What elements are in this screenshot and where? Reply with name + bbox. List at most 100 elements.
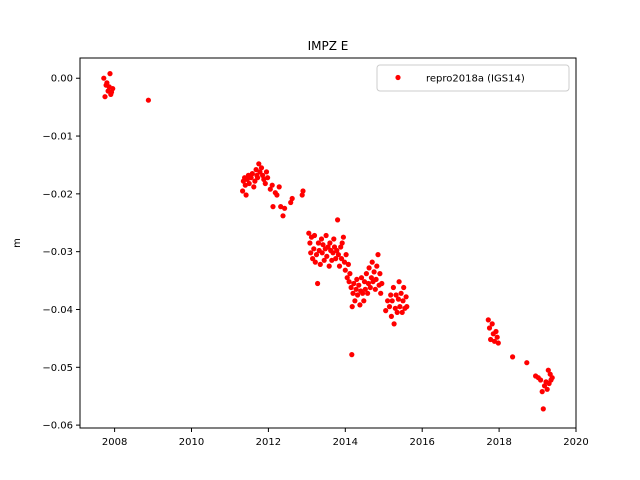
data-point	[320, 242, 326, 248]
data-point	[267, 186, 273, 192]
x-tick-label: 2016	[409, 437, 434, 448]
data-point	[282, 205, 288, 211]
data-point	[336, 263, 343, 269]
legend: repro2018a (IGS14)	[376, 64, 570, 92]
data-point	[104, 80, 110, 86]
data-point	[307, 240, 313, 246]
data-point	[495, 340, 501, 346]
data-point	[335, 252, 341, 258]
data-point	[393, 292, 399, 298]
chart-title: IMPZ E	[308, 39, 349, 53]
data-point	[256, 161, 262, 167]
data-point	[394, 309, 400, 315]
data-point	[315, 280, 321, 287]
data-point	[541, 383, 548, 389]
data-point	[280, 213, 286, 219]
data-point	[249, 171, 255, 177]
data-point	[488, 336, 494, 343]
plot-frame	[79, 57, 577, 429]
data-point	[246, 180, 252, 187]
data-point	[269, 182, 275, 188]
data-point	[315, 240, 321, 246]
data-point	[369, 259, 375, 265]
data-point	[365, 290, 371, 296]
data-point	[363, 271, 369, 277]
data-point	[344, 275, 350, 281]
data-point	[330, 250, 336, 256]
data-point	[365, 280, 371, 287]
data-point	[110, 86, 116, 92]
data-point	[323, 232, 329, 239]
data-point	[391, 321, 397, 327]
data-point	[372, 286, 378, 292]
data-point	[251, 184, 257, 190]
data-point	[327, 240, 333, 246]
data-point	[329, 257, 335, 263]
data-point	[270, 204, 276, 210]
data-point	[345, 261, 351, 267]
data-point	[347, 271, 353, 277]
data-point	[348, 284, 354, 291]
data-point	[494, 334, 500, 340]
data-point	[368, 275, 374, 281]
data-point	[352, 298, 358, 304]
data-point	[509, 354, 516, 360]
data-point	[263, 169, 270, 175]
data-point	[240, 188, 246, 194]
y-axis-label: m	[12, 238, 23, 248]
data-point	[397, 304, 403, 310]
data-point	[276, 184, 282, 190]
data-point	[377, 271, 383, 277]
data-point	[346, 279, 352, 285]
data-point	[334, 247, 340, 254]
data-point	[278, 204, 284, 210]
data-point	[360, 290, 366, 296]
data-point	[489, 321, 495, 327]
data-points	[101, 71, 555, 412]
data-point	[262, 180, 268, 187]
data-point	[358, 275, 365, 281]
data-point	[399, 309, 405, 315]
data-point	[356, 282, 362, 288]
data-point	[355, 292, 361, 298]
data-point	[404, 304, 410, 310]
data-point	[102, 94, 108, 100]
data-point	[350, 290, 356, 296]
data-point	[392, 305, 398, 311]
data-point	[379, 280, 385, 287]
data-point	[389, 298, 395, 304]
data-point	[274, 192, 280, 198]
data-point	[300, 188, 306, 194]
y-tick-label: −0.06	[42, 421, 73, 432]
data-point	[398, 290, 404, 296]
x-tick-label: 2012	[256, 437, 281, 448]
x-axis-ticks: 2008 2010 2012 2014 2016 2018 2020	[102, 428, 589, 448]
data-point	[253, 167, 259, 173]
data-point	[388, 313, 394, 319]
data-point	[325, 244, 331, 250]
data-point	[357, 302, 363, 308]
x-tick-label: 2008	[102, 437, 127, 448]
data-point	[545, 367, 551, 373]
data-point	[388, 292, 394, 298]
data-point	[317, 261, 323, 267]
legend-label: repro2018a (IGS14)	[426, 74, 525, 85]
data-point	[319, 250, 325, 256]
data-point	[366, 265, 372, 271]
data-point	[362, 286, 368, 292]
x-tick-label: 2010	[179, 437, 204, 448]
legend-marker	[395, 74, 401, 81]
data-point	[342, 267, 348, 273]
data-point	[540, 406, 546, 412]
data-point	[260, 172, 266, 178]
data-point	[375, 252, 381, 258]
data-point	[308, 250, 314, 256]
data-point	[248, 175, 254, 181]
data-point	[255, 175, 261, 181]
data-point	[338, 256, 345, 262]
data-point	[242, 182, 248, 188]
data-point	[145, 97, 151, 103]
data-point	[312, 259, 318, 265]
data-point	[318, 236, 325, 242]
